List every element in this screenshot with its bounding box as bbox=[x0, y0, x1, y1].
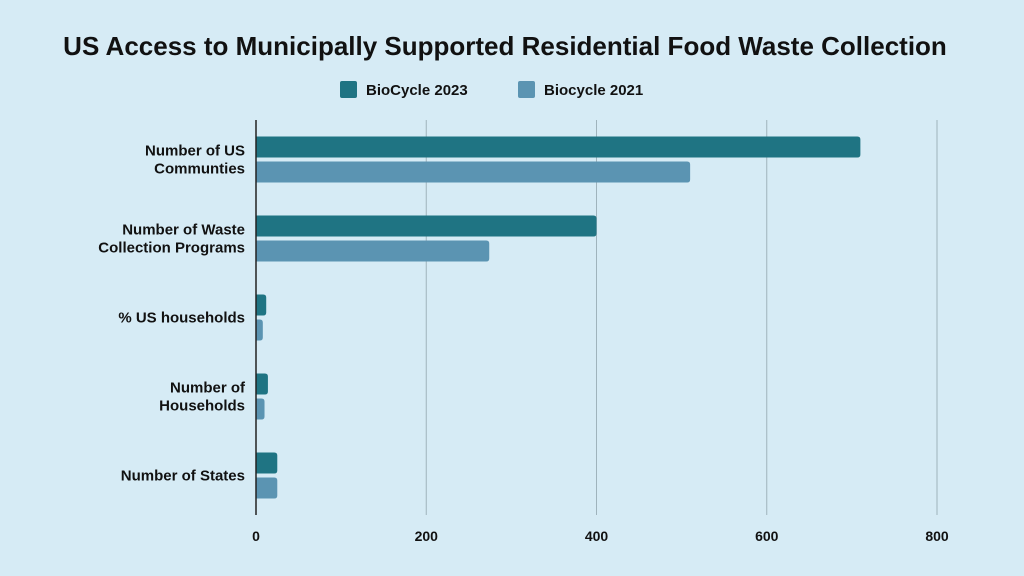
legend-swatch-biocycle-2023 bbox=[340, 81, 357, 98]
legend: BioCycle 2023 Biocycle 2021 bbox=[340, 81, 643, 99]
bar-biocycle-2021-0 bbox=[256, 161, 691, 183]
category-label-3: Number of Households bbox=[159, 380, 246, 415]
category-label-0: Number of US Communties bbox=[145, 143, 245, 178]
bar-biocycle-2023-4 bbox=[256, 452, 278, 474]
bar-biocycle-2021-3 bbox=[256, 398, 265, 420]
bar-biocycle-2023-3 bbox=[256, 373, 268, 395]
bar-biocycle-2023-1 bbox=[256, 215, 597, 237]
bars bbox=[256, 136, 861, 499]
category-labels: Number of US Communties Number of Waste Col… bbox=[98, 143, 246, 485]
x-tick-600: 600 bbox=[755, 528, 779, 544]
legend-label-biocycle-2021: Biocycle 2021 bbox=[544, 82, 643, 99]
gridlines bbox=[425, 120, 938, 515]
bar-biocycle-2023-0 bbox=[256, 136, 861, 158]
bar-biocycle-2023-2 bbox=[256, 294, 267, 316]
x-tick-labels: 0 200 400 600 800 bbox=[252, 528, 949, 544]
legend-label-biocycle-2023: BioCycle 2023 bbox=[366, 82, 468, 99]
bar-biocycle-2021-4 bbox=[256, 477, 278, 499]
x-tick-0: 0 bbox=[252, 528, 260, 544]
chart-title: US Access to Municipally Supported Resid… bbox=[63, 31, 947, 61]
x-tick-400: 400 bbox=[585, 528, 609, 544]
legend-swatch-biocycle-2021 bbox=[518, 81, 535, 98]
category-label-4: Number of States bbox=[121, 468, 245, 485]
bar-biocycle-2021-2 bbox=[256, 319, 263, 341]
bar-biocycle-2021-1 bbox=[256, 240, 490, 262]
category-label-1: Number of Waste Collection Programs bbox=[98, 222, 245, 257]
x-tick-800: 800 bbox=[925, 528, 949, 544]
category-label-2: % US households bbox=[118, 310, 245, 327]
x-tick-200: 200 bbox=[415, 528, 439, 544]
